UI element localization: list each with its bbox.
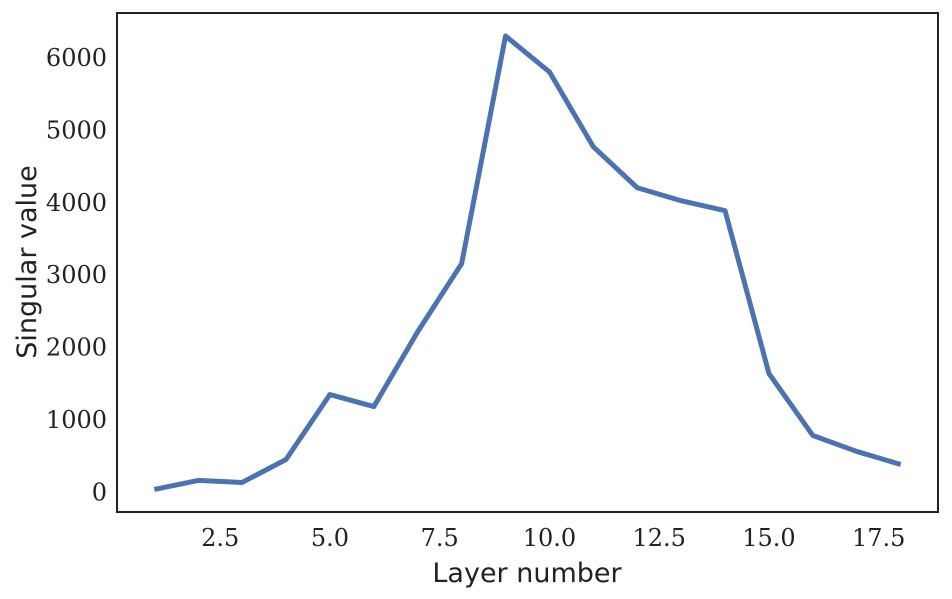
y-tick-label: 4000 [46, 189, 107, 217]
y-axis-label: Singular value [12, 165, 43, 358]
y-tick-label: 3000 [46, 261, 107, 289]
x-tick-label: 5.0 [311, 524, 349, 552]
x-tick-label: 2.5 [201, 524, 239, 552]
y-tick-label: 2000 [46, 334, 107, 362]
y-tick-label: 6000 [46, 44, 107, 72]
x-tick-label: 15.0 [742, 524, 795, 552]
line [153, 33, 902, 492]
y-tick-label: 5000 [46, 116, 107, 144]
y-tick-label: 1000 [46, 406, 107, 434]
x-tick-label: 17.5 [852, 524, 905, 552]
x-axis-label: Layer number [432, 558, 622, 589]
plot-frame [116, 12, 939, 513]
x-tick-label: 7.5 [421, 524, 459, 552]
x-tick-label: 12.5 [632, 524, 685, 552]
x-tick-label: 10.0 [523, 524, 576, 552]
y-tick-label: 0 [92, 478, 107, 506]
